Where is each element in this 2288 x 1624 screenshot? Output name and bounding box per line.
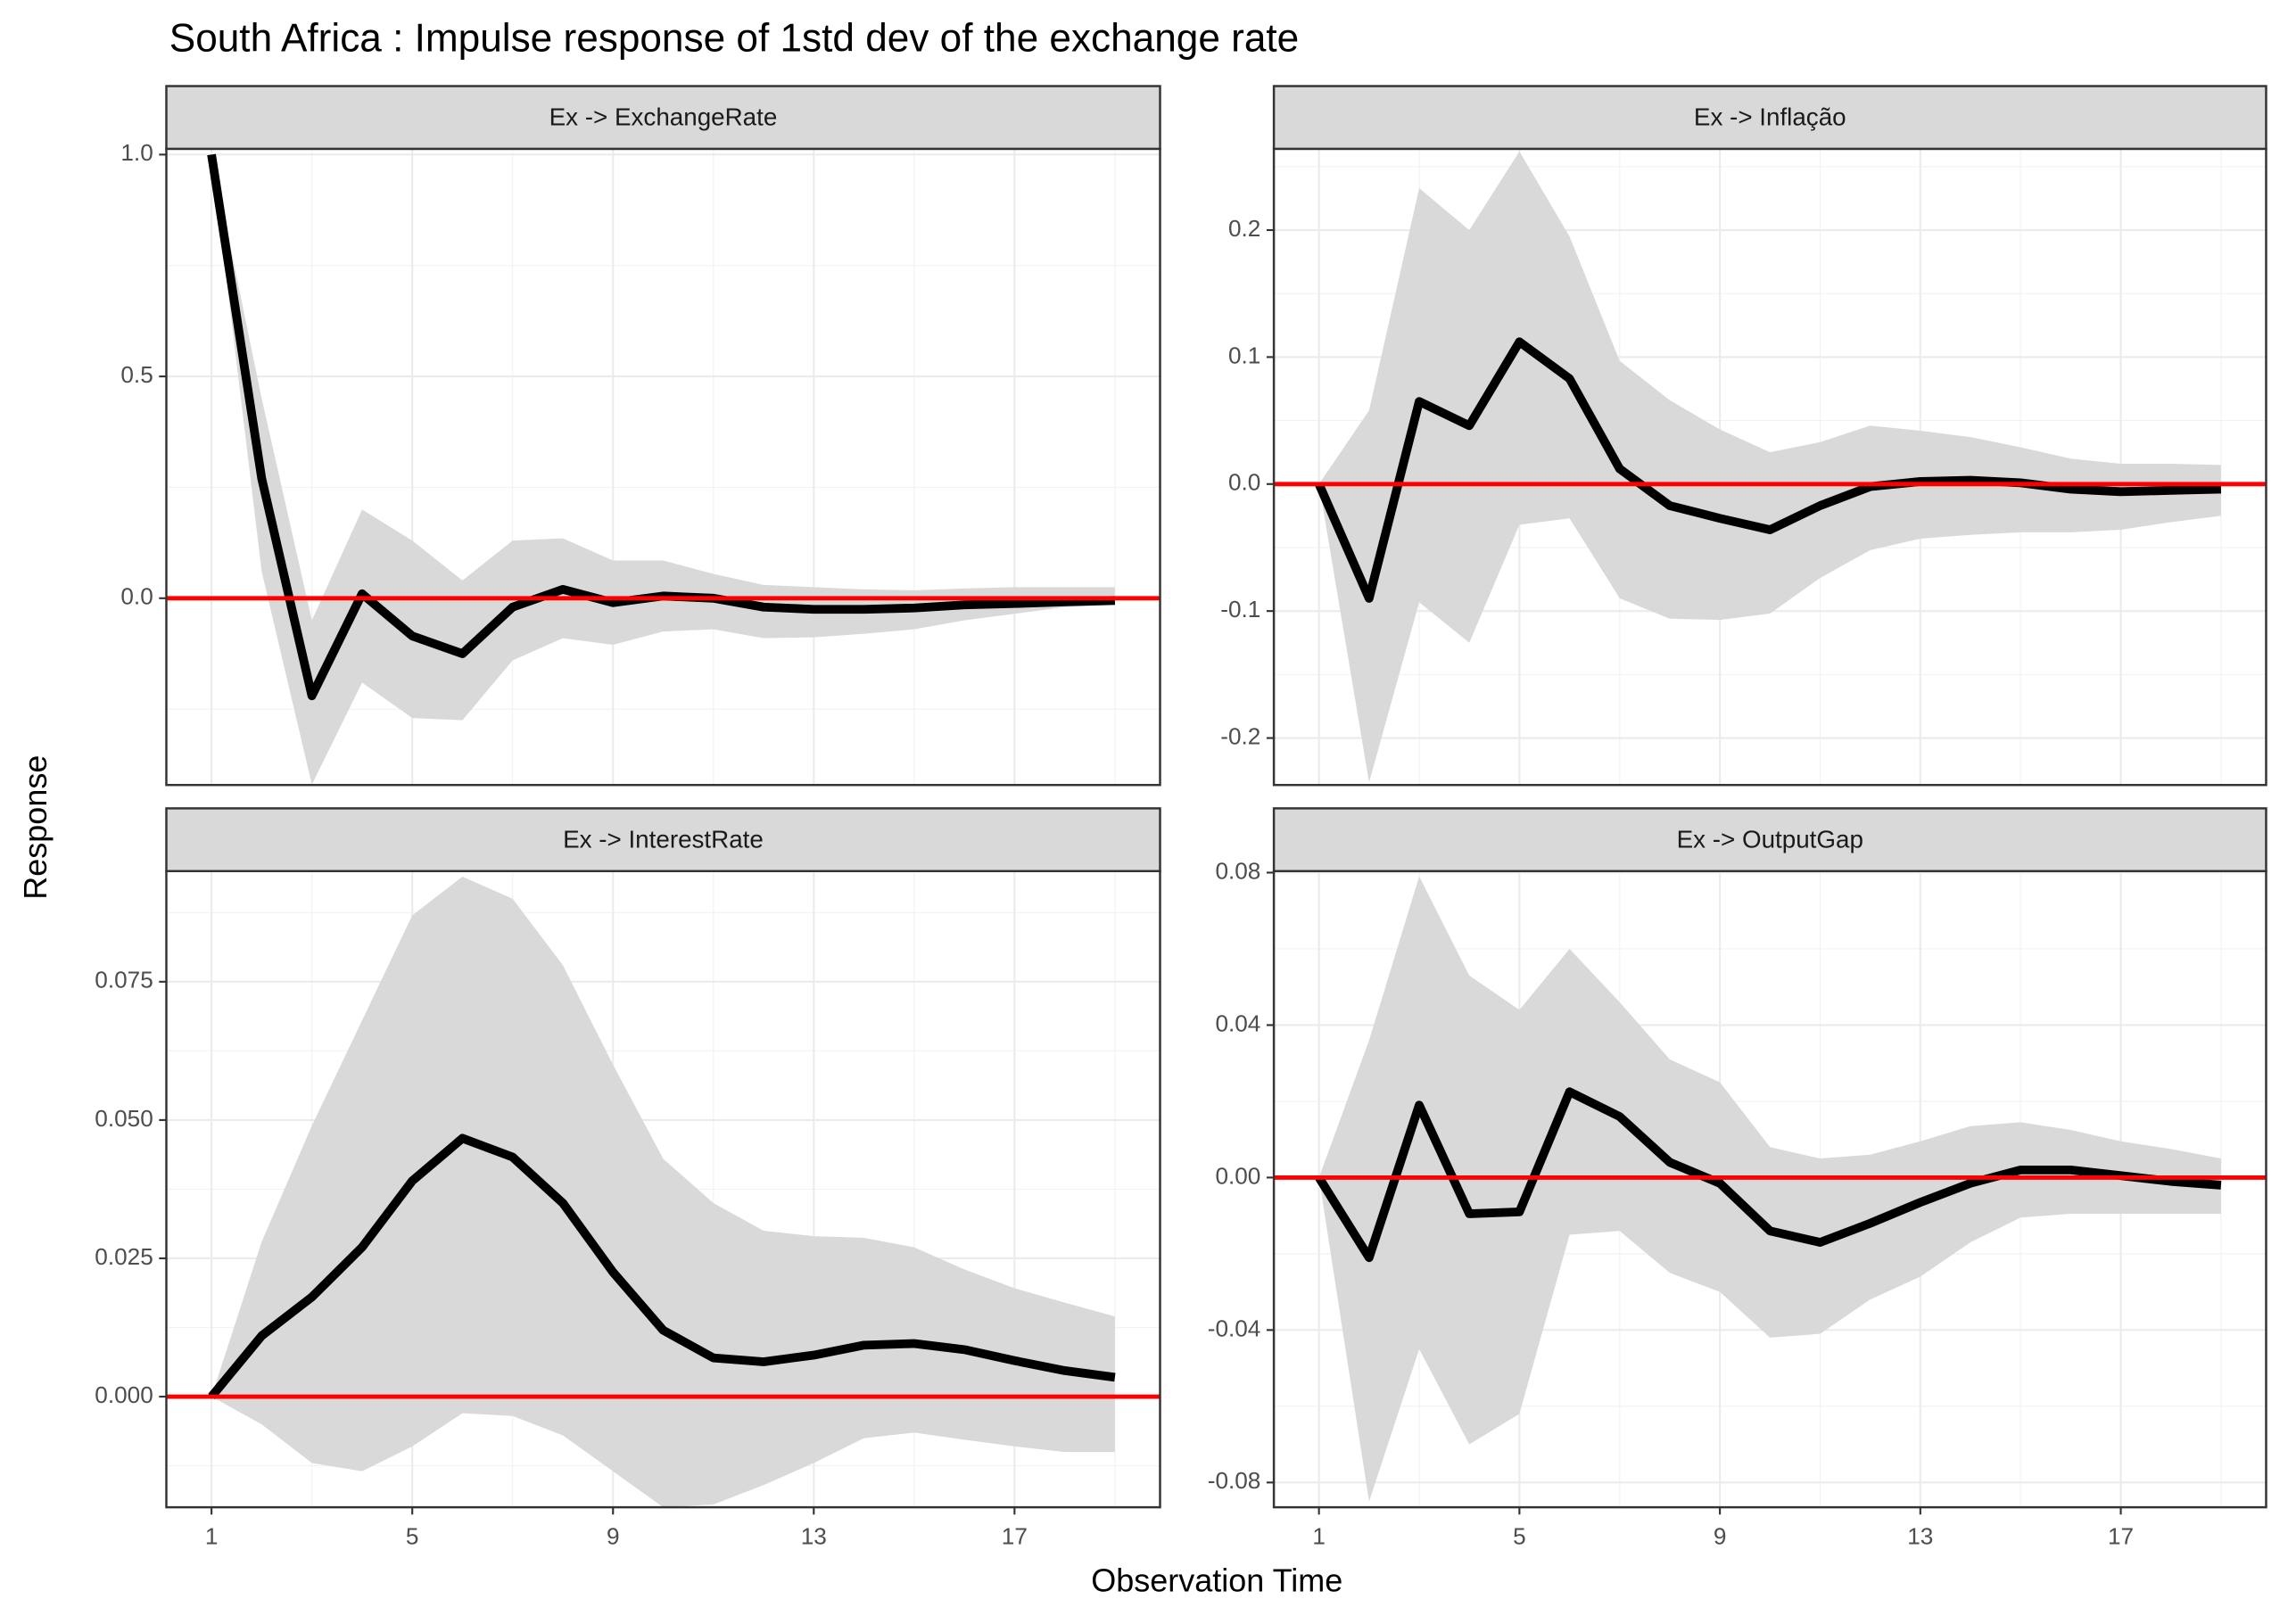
y-axis-label: Response — [17, 755, 54, 900]
y-tick-label: -0.1 — [1220, 596, 1260, 622]
y-tick-label: 0.2 — [1228, 215, 1260, 242]
y-tick-label: 0.0 — [1228, 469, 1260, 496]
facet-strip — [1272, 85, 2267, 151]
response-line — [1315, 1087, 2222, 1263]
y-tick-label: 0.000 — [95, 1381, 153, 1408]
y-tick-label: -0.2 — [1220, 722, 1260, 749]
x-axis-label: Observation Time — [1091, 1562, 1342, 1599]
y-tick-label: 1.0 — [120, 139, 153, 166]
confidence-band — [211, 876, 1115, 1508]
x-tick-label: 5 — [406, 1522, 419, 1549]
y-tick-label: 0.04 — [1215, 1010, 1260, 1036]
y-tick-label: 0.00 — [1215, 1162, 1260, 1189]
response-line — [1315, 337, 2222, 603]
x-tick-label: 1 — [1312, 1522, 1326, 1549]
x-tick-label: 1 — [205, 1522, 219, 1549]
facet-label: Ex -> OutputGap — [1677, 826, 1863, 853]
facet-strip — [165, 85, 1161, 151]
y-tick-label: 0.08 — [1215, 857, 1260, 884]
facet-label: Ex -> Inflação — [1694, 103, 1846, 131]
facet-strip — [165, 807, 1161, 872]
x-tick-label: 13 — [801, 1522, 827, 1549]
x-tick-label: 5 — [1513, 1522, 1526, 1549]
x-tick-label: 13 — [1907, 1522, 1933, 1549]
x-tick-label: 9 — [607, 1522, 620, 1549]
response-line — [208, 1134, 1116, 1400]
facet-strip — [1272, 807, 2267, 872]
x-tick-label: 17 — [1002, 1522, 1028, 1549]
x-tick-label: 17 — [2108, 1522, 2134, 1549]
chart-title: South Africa : Impulse response of 1std … — [169, 16, 1299, 60]
y-tick-label: 0.1 — [1228, 342, 1260, 368]
response-line — [207, 153, 1115, 701]
facet-label: Ex -> ExchangeRate — [549, 103, 778, 131]
y-tick-label: -0.04 — [1208, 1315, 1261, 1341]
confidence-band — [1318, 876, 2221, 1502]
y-tick-label: 0.050 — [95, 1105, 153, 1132]
confidence-band — [1318, 151, 2221, 783]
y-tick-label: -0.08 — [1208, 1467, 1261, 1494]
y-tick-label: 0.075 — [95, 967, 153, 993]
confidence-band — [211, 154, 1115, 785]
facet-label: Ex -> InterestRate — [563, 826, 764, 853]
x-tick-label: 9 — [1714, 1522, 1727, 1549]
y-tick-label: 0.0 — [120, 583, 153, 610]
y-tick-label: 0.025 — [95, 1243, 153, 1270]
y-tick-label: 0.5 — [120, 361, 153, 388]
